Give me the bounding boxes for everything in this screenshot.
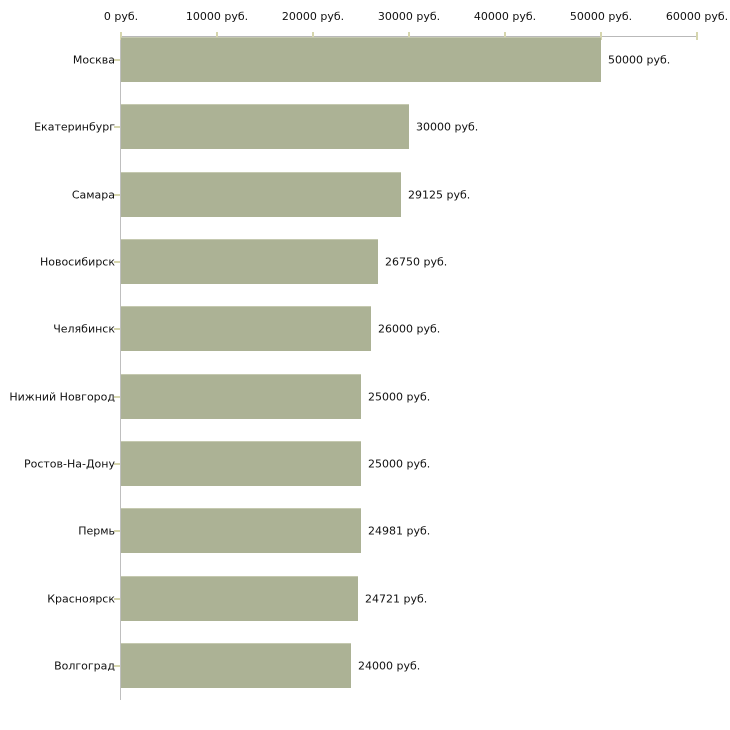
- x-axis-tick-mark: [312, 32, 314, 40]
- x-axis-tick-label: 50000 руб.: [569, 10, 633, 23]
- value-label: 24000 руб.: [358, 659, 421, 672]
- category-tick-mark: [114, 597, 120, 600]
- x-axis-tick-label: 30000 руб.: [377, 10, 441, 23]
- category-label: Москва: [72, 53, 115, 66]
- value-label: 24981 руб.: [368, 524, 431, 537]
- category-tick-mark: [114, 260, 120, 263]
- value-label: 50000 руб.: [608, 53, 671, 66]
- bar: [121, 441, 361, 486]
- category-label: Екатеринбург: [34, 120, 115, 133]
- bar: [121, 576, 358, 621]
- x-axis-tick-label: 10000 руб.: [185, 10, 249, 23]
- category-tick-mark: [114, 664, 120, 667]
- category-tick-mark: [114, 58, 120, 61]
- category-label: Челябинск: [53, 322, 115, 335]
- bar: [121, 374, 361, 419]
- value-label: 25000 руб.: [368, 457, 431, 470]
- bar: [121, 306, 371, 351]
- category-label: Новосибирск: [39, 255, 115, 268]
- bar: [121, 508, 361, 553]
- x-axis-tick-mark: [216, 32, 218, 40]
- x-axis-tick-mark: [120, 32, 122, 40]
- category-tick-mark: [114, 125, 120, 128]
- category-label: Нижний Новгород: [9, 390, 115, 403]
- bar: [121, 37, 601, 82]
- value-label: 29125 руб.: [408, 188, 471, 201]
- category-tick-mark: [114, 395, 120, 398]
- bar: [121, 172, 401, 217]
- value-label: 26000 руб.: [378, 322, 441, 335]
- category-label: Пермь: [78, 524, 115, 537]
- value-label: 26750 руб.: [385, 255, 448, 268]
- bar: [121, 643, 351, 688]
- value-label: 24721 руб.: [365, 592, 428, 605]
- category-tick-mark: [114, 193, 120, 196]
- x-axis-tick-mark: [408, 32, 410, 40]
- category-label: Самара: [71, 188, 115, 201]
- x-axis-tick-label: 20000 руб.: [281, 10, 345, 23]
- x-axis-tick-mark: [600, 32, 602, 40]
- x-axis-tick-label: 60000 руб.: [665, 10, 729, 23]
- category-label: Волгоград: [54, 659, 115, 672]
- category-tick-mark: [114, 529, 120, 532]
- x-axis-tick-mark: [504, 32, 506, 40]
- value-label: 25000 руб.: [368, 390, 431, 403]
- category-tick-mark: [114, 327, 120, 330]
- y-axis-line: [120, 36, 121, 700]
- bar: [121, 104, 409, 149]
- x-axis-tick-label: 0 руб.: [103, 10, 139, 23]
- category-label: Красноярск: [47, 592, 115, 605]
- value-label: 30000 руб.: [416, 120, 479, 133]
- category-tick-mark: [114, 462, 120, 465]
- x-axis-tick-mark: [696, 32, 698, 40]
- category-label: Ростов-На-Дону: [23, 457, 115, 470]
- bar: [121, 239, 378, 284]
- x-axis-tick-label: 40000 руб.: [473, 10, 537, 23]
